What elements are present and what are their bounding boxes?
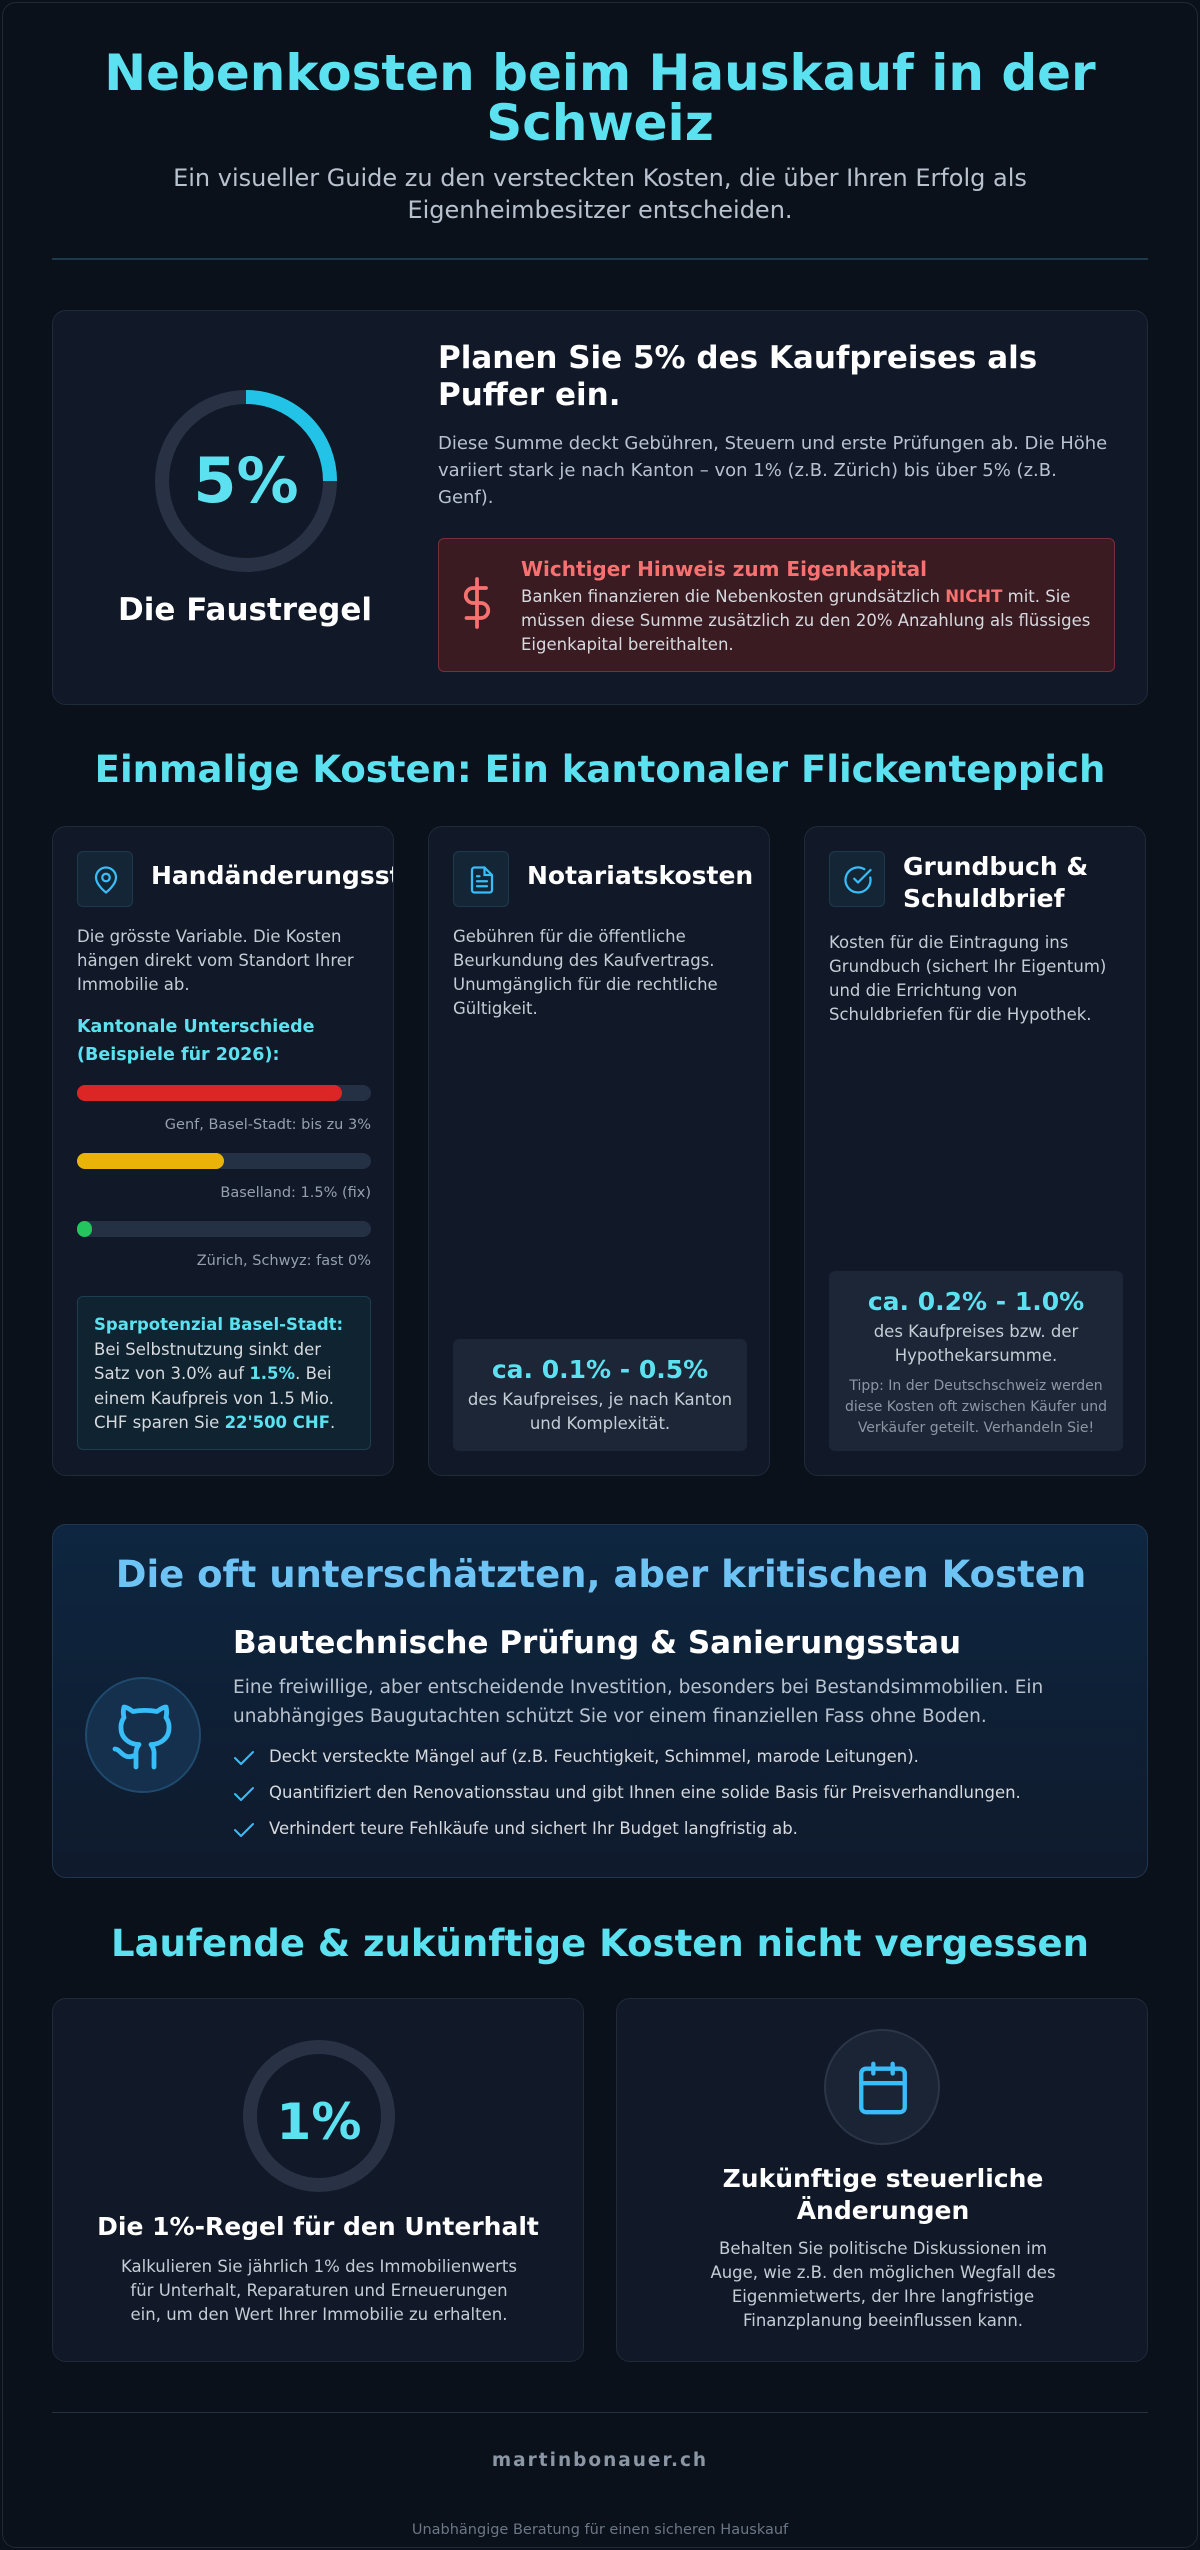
critical-icon-circle (85, 1677, 201, 1793)
warning-body: Banken finanzieren die Nebenkosten grund… (521, 587, 1091, 654)
check-circle-icon (844, 866, 872, 894)
tax-changes-title: Zukünftige steuerliche Änderungen (722, 2164, 1044, 2225)
canton-bar-label: Zürich, Schwyz: fast 0% (196, 1253, 371, 1269)
tax-changes-card: Zukünftige steuerliche Änderungen Behalt… (616, 1998, 1148, 2362)
maintenance-title: Die 1%-Regel für den Unterhalt (97, 2212, 539, 2241)
canton-bar-fill (77, 1221, 92, 1237)
maintenance-description: Kalkulieren Sie jährlich 1% des Immobili… (121, 2257, 517, 2324)
map-pin-icon (94, 866, 118, 894)
canton-bar-baselland (77, 1153, 371, 1169)
land-registry-price-box: ca. 0.2% - 1.0% des Kaufpreises bzw. der… (829, 1271, 1123, 1451)
document-icon (470, 866, 494, 894)
footer-divider (52, 2412, 1148, 2413)
check-icon (234, 1787, 254, 1801)
maintenance-ring (243, 2040, 395, 2192)
header-divider (52, 258, 1148, 260)
transfer-tax-title: Handänderungssteuer (151, 861, 393, 890)
check-icon (234, 1751, 254, 1765)
running-section-title: Laufende & zukünftige Kosten nicht verge… (111, 1922, 1089, 1965)
rule-label: Die Faustregel (118, 592, 372, 628)
warning-emphasis: NICHT (945, 587, 1003, 606)
canton-differences-title: Kantonale Unterschiede (Beispiele für 20… (77, 1017, 315, 1065)
rule-body: Diese Summe deckt Gebühren, Steuern und … (438, 433, 1108, 508)
critical-section-title: Die oft unterschätzten, aber kritischen … (115, 1553, 1087, 1596)
critical-description: Eine freiwillige, aber entscheidende Inv… (233, 1677, 1044, 1727)
one-time-section-title: Einmalige Kosten: Ein kantonaler Flicken… (94, 748, 1106, 791)
progress-ring-5 (155, 390, 337, 572)
savings-box: Sparpotenzial Basel-Stadt: Bei Selbstnutz… (77, 1296, 371, 1450)
maintenance-card: 1% Die 1%-Regel für den Unterhalt Kalkul… (52, 1998, 584, 2362)
transfer-tax-description: Die grösste Variable. Die Kosten hängen … (77, 927, 354, 994)
warning-title: Wichtiger Hinweis zum Eigenkapital (521, 557, 927, 581)
canton-bar-label: Genf, Basel-Stadt: bis zu 3% (164, 1117, 371, 1133)
check-icon (234, 1823, 254, 1837)
land-registry-price-note: des Kaufpreises bzw. der Hypothekarsumme… (873, 1322, 1079, 1365)
footer-brand: martinbonauer.ch (491, 2450, 709, 2471)
rule-heading: Planen Sie 5% des Kaufpreises als Puffer… (438, 340, 1038, 413)
land-registry-title: Grundbuch & Schuldbrief (903, 852, 1089, 913)
notary-price-note: des Kaufpreises, je nach Kanton und Komp… (467, 1390, 733, 1433)
canton-bar-fill (77, 1153, 224, 1169)
notary-price: ca. 0.1% - 0.5% (491, 1355, 709, 1384)
transfer-tax-card: Handänderungssteuer Die grösste Variable… (52, 826, 394, 1476)
land-registry-card: Grundbuch & Schuldbrief Kosten für die E… (804, 826, 1146, 1476)
notary-price-box: ca. 0.1% - 0.5% des Kaufpreises, je nach… (453, 1339, 747, 1451)
page-subtitle: Ein visueller Guide zu den versteckten K… (173, 164, 1027, 224)
notary-title: Notariatskosten (527, 861, 754, 890)
page-title: Nebenkosten beim Hauskauf in der Schweiz (104, 44, 1096, 152)
calendar-icon-circle (824, 2029, 940, 2145)
notary-card: Notariatskosten Gebühren für die öffentl… (428, 826, 770, 1476)
notary-iconbox (453, 851, 509, 907)
canton-bar-geneva (77, 1085, 371, 1101)
github-icon (112, 1704, 172, 1770)
canton-bar-label: Baselland: 1.5% (fix) (220, 1185, 371, 1201)
rule-percent: 5% (193, 444, 299, 517)
savings-title: Sparpotenzial Basel-Stadt: (94, 1315, 344, 1334)
land-registry-price: ca. 0.2% - 1.0% (867, 1287, 1085, 1316)
land-registry-tip: Tipp: In der Deutschschweiz werden diese… (845, 1378, 1107, 1436)
calendar-icon (859, 2061, 907, 2115)
tax-changes-description: Behalten Sie politische Diskussionen im … (710, 2239, 1056, 2330)
transfer-tax-iconbox (77, 851, 133, 907)
dollar-icon (463, 577, 491, 629)
critical-title: Bautechnische Prüfung & Sanierungsstau (233, 1625, 962, 1661)
land-registry-iconbox (829, 851, 885, 907)
critical-costs-card: Die oft unterschätzten, aber kritischen … (52, 1524, 1148, 1878)
land-registry-description: Kosten für die Eintragung ins Grundbuch … (829, 933, 1107, 1024)
maintenance-percent: 1% (276, 2093, 362, 2151)
equity-warning: Wichtiger Hinweis zum Eigenkapital Banke… (438, 538, 1115, 672)
canton-bar-zurich (77, 1221, 371, 1237)
canton-bar-fill (77, 1085, 342, 1101)
notary-description: Gebühren für die öffentliche Beurkundung… (453, 927, 718, 1018)
footer-tagline: Unabhängige Beratung für einen sicheren … (411, 2522, 789, 2538)
